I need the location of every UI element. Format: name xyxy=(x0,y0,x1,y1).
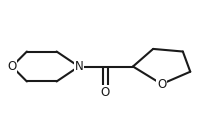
Text: O: O xyxy=(157,78,166,91)
Text: O: O xyxy=(101,86,110,99)
Text: N: N xyxy=(74,60,83,73)
Text: O: O xyxy=(7,60,17,73)
